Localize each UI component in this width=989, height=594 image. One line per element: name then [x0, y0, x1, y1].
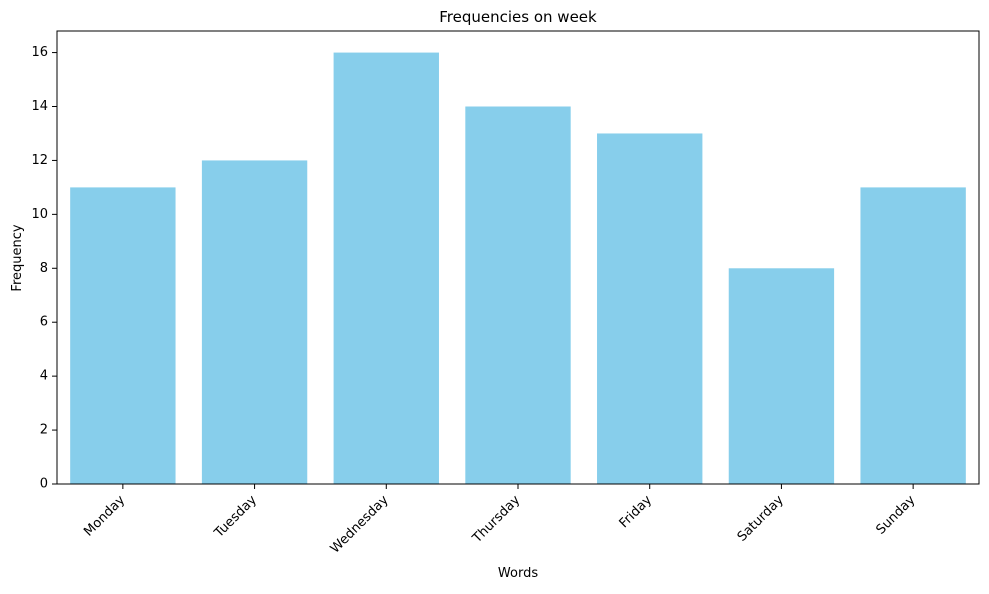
y-tick-label: 12: [31, 153, 48, 168]
x-axis-label: Words: [498, 566, 538, 581]
bar-friday: [597, 133, 703, 484]
y-tick-label: 6: [40, 315, 48, 330]
bar-wednesday: [333, 52, 439, 484]
plot-frame: [56, 30, 980, 485]
y-tick-label: 14: [31, 99, 48, 114]
y-tick-label: 16: [31, 45, 48, 60]
y-tick-label: 8: [40, 261, 48, 276]
y-tick-label: 0: [40, 477, 48, 492]
y-tick-label: 4: [40, 369, 48, 384]
bar-saturday: [728, 268, 835, 484]
y-tick-label: 10: [31, 207, 48, 222]
chart-title: Frequencies on week: [439, 8, 597, 26]
bars-group: [70, 52, 966, 484]
y-axis: 0 2 4 6 8 10 12 14 16: [31, 45, 57, 492]
bar-sunday: [860, 187, 966, 484]
y-tick-label: 2: [40, 423, 48, 438]
bar-thursday: [465, 106, 571, 484]
y-axis-label: Frequency: [10, 224, 25, 291]
bar-monday: [70, 187, 176, 484]
bar-tuesday: [201, 160, 308, 484]
